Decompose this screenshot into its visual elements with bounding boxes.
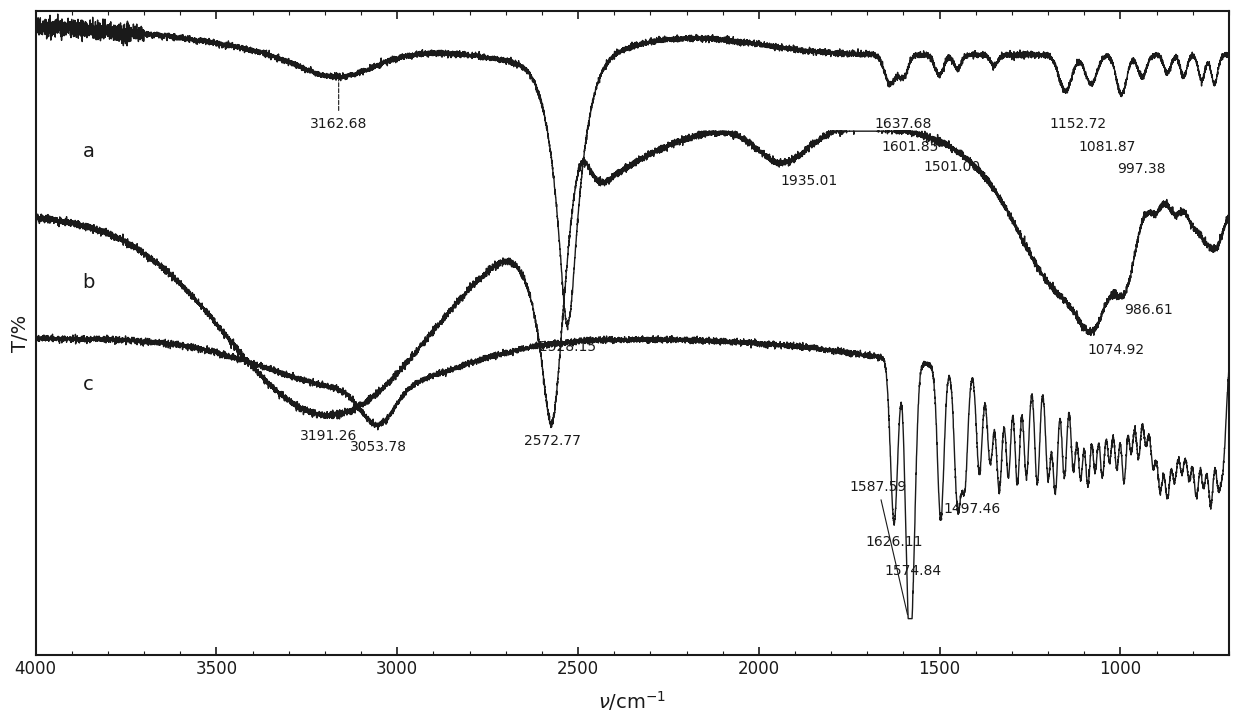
Text: 986.61: 986.61 [1123, 303, 1173, 316]
Text: 1152.72: 1152.72 [1050, 117, 1107, 130]
Text: c: c [83, 375, 93, 394]
Text: 1601.85: 1601.85 [882, 140, 939, 154]
Text: 1574.84: 1574.84 [884, 564, 941, 578]
Text: 2572.77: 2572.77 [523, 434, 580, 448]
Text: a: a [83, 142, 94, 161]
Text: 1626.11: 1626.11 [866, 535, 923, 549]
Text: 1074.92: 1074.92 [1087, 343, 1145, 358]
Text: b: b [83, 273, 95, 292]
Text: 2528.15: 2528.15 [539, 340, 596, 355]
Text: 1587.59: 1587.59 [849, 480, 908, 615]
Text: 1501.00: 1501.00 [924, 160, 981, 174]
Text: 997.38: 997.38 [1117, 162, 1166, 176]
Y-axis label: T/%: T/% [11, 314, 30, 352]
X-axis label: $\nu$/cm$^{-1}$: $\nu$/cm$^{-1}$ [598, 689, 666, 713]
Text: 3162.68: 3162.68 [310, 117, 367, 131]
Text: 1497.46: 1497.46 [941, 502, 1001, 519]
Text: 1081.87: 1081.87 [1079, 140, 1136, 154]
Text: 3191.26: 3191.26 [300, 429, 357, 442]
Text: 1637.68: 1637.68 [874, 117, 932, 130]
Text: 1935.01: 1935.01 [780, 174, 838, 188]
Text: 3053.78: 3053.78 [350, 439, 407, 454]
